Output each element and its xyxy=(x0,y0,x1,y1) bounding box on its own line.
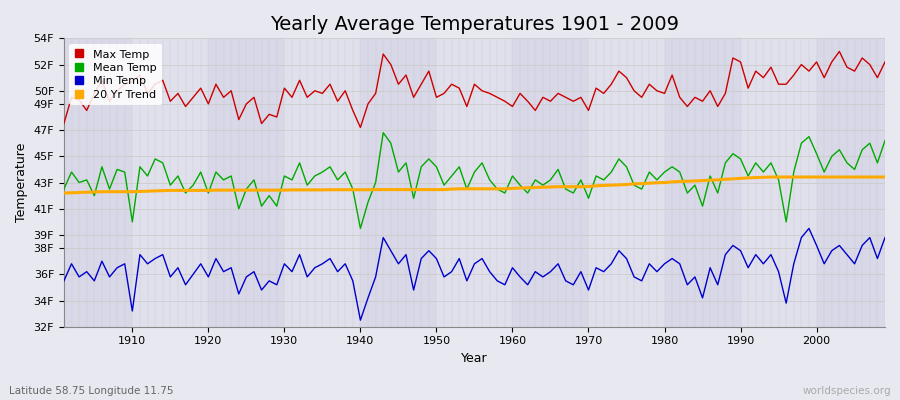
Y-axis label: Temperature: Temperature xyxy=(15,143,28,222)
Bar xyxy=(664,38,741,327)
Bar xyxy=(360,38,436,327)
Bar xyxy=(284,38,360,327)
Bar xyxy=(132,38,209,327)
Bar xyxy=(589,38,664,327)
Legend: Max Temp, Mean Temp, Min Temp, 20 Yr Trend: Max Temp, Mean Temp, Min Temp, 20 Yr Tre… xyxy=(69,44,162,106)
X-axis label: Year: Year xyxy=(461,352,488,365)
Text: worldspecies.org: worldspecies.org xyxy=(803,386,891,396)
Bar xyxy=(57,38,132,327)
Bar xyxy=(816,38,893,327)
Bar xyxy=(741,38,816,327)
Text: Latitude 58.75 Longitude 11.75: Latitude 58.75 Longitude 11.75 xyxy=(9,386,174,396)
Bar xyxy=(209,38,284,327)
Title: Yearly Average Temperatures 1901 - 2009: Yearly Average Temperatures 1901 - 2009 xyxy=(270,15,679,34)
Bar xyxy=(436,38,512,327)
Bar xyxy=(512,38,589,327)
